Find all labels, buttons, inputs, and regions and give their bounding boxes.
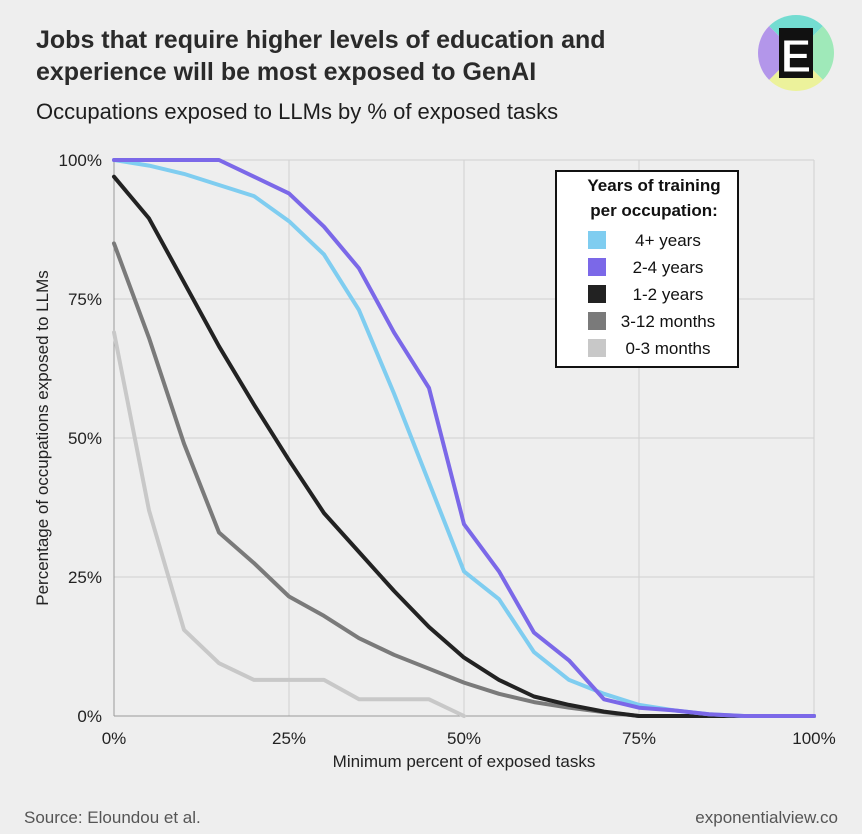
x-tick-label: 25%: [272, 729, 306, 748]
source-note: Source: Eloundou et al.: [24, 808, 201, 827]
x-tick-label: 75%: [622, 729, 656, 748]
x-tick-label: 50%: [447, 729, 481, 748]
legend-swatch: [588, 312, 606, 330]
logo-letter: E: [781, 30, 812, 82]
line-chart: 0% 25% 50% 75% 100% 100% 75% 50% 25% 0% Minimum p…: [33, 151, 836, 771]
legend-swatch: [588, 339, 606, 357]
x-tick-label: 100%: [792, 729, 835, 748]
legend-title-line-2: per occupation:: [590, 201, 718, 220]
brand-logo: E: [758, 15, 834, 91]
legend-label: 2-4 years: [633, 258, 704, 277]
chart-title: Jobs that require higher levels of educa…: [36, 24, 676, 88]
y-axis-label: Percentage of occupations exposed to LLM…: [33, 270, 52, 606]
legend-label: 3-12 months: [621, 312, 716, 331]
legend-swatch: [588, 258, 606, 276]
legend-label: 1-2 years: [633, 285, 704, 304]
chart-subtitle: Occupations exposed to LLMs by % of expo…: [36, 99, 559, 124]
series-line-1-2-years: [112, 174, 816, 718]
series-line-2-4-years: [112, 158, 816, 718]
x-axis-label: Minimum percent of exposed tasks: [333, 752, 596, 771]
title-line-1: Jobs that require higher levels of educa…: [36, 26, 606, 54]
legend-swatch: [588, 285, 606, 303]
legend-box: [555, 170, 739, 368]
legend-items: 4+ years 2-4 years 1-2 years 3-12 months 0-3…: [588, 231, 715, 358]
y-tick-label: 50%: [68, 429, 102, 448]
title-line-2: experience will be most exposed to GenAI: [36, 58, 537, 86]
y-tick-label: 0%: [77, 707, 102, 726]
series-lines: [112, 158, 816, 718]
y-tick-label: 100%: [59, 151, 102, 170]
brand-url[interactable]: exponentialview.co: [695, 808, 838, 827]
legend-swatch: [588, 231, 606, 249]
x-tick-label: 0%: [102, 729, 127, 748]
y-tick-label: 75%: [68, 290, 102, 309]
series-line-0-3-months: [112, 330, 466, 718]
legend-label: 4+ years: [635, 231, 701, 250]
legend-label: 0-3 months: [625, 339, 710, 358]
legend-title-line-1: Years of training: [587, 176, 720, 195]
legend: Years of training per occupation: 4+ yea…: [555, 170, 739, 368]
y-tick-label: 25%: [68, 568, 102, 587]
